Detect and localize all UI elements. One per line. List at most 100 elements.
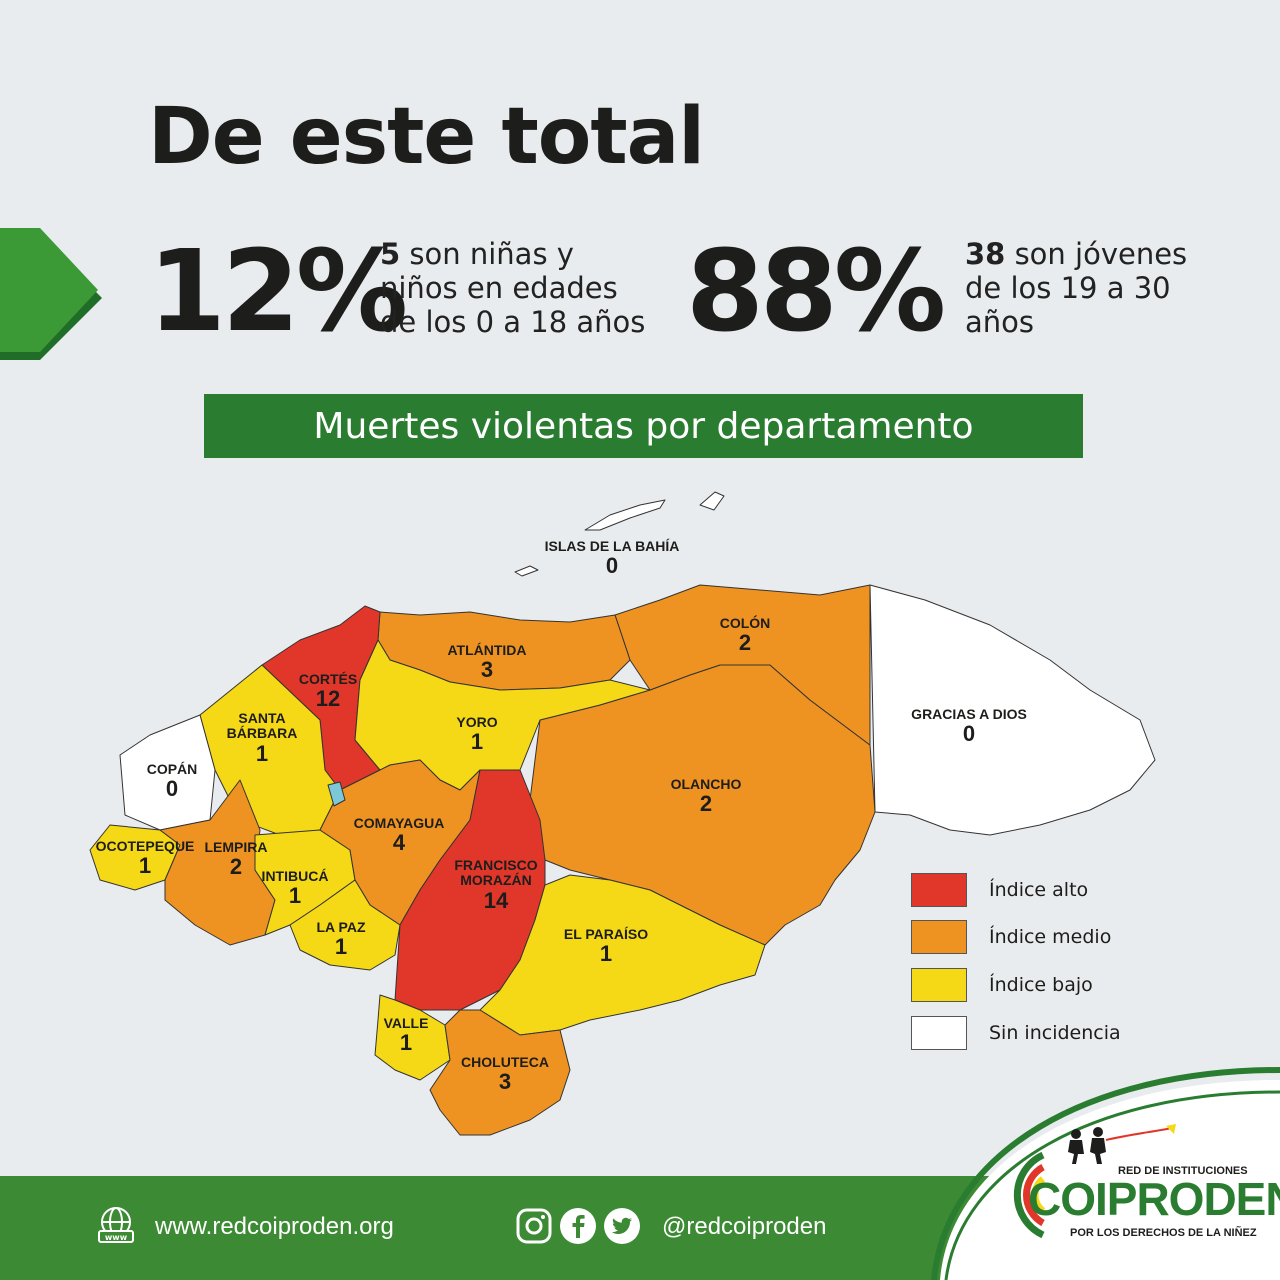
legend-item-low: Índice bajo [911, 968, 1093, 1002]
legend-swatch [911, 968, 967, 1002]
la-paz-shape [289, 879, 401, 971]
svg-text:www: www [105, 1233, 128, 1242]
green-arrow-decoration [0, 228, 102, 360]
map-label-valle: VALLE 1 [383, 1015, 429, 1056]
map-label-gracias-a-dios: GRACIAS A DIOS 0 [911, 706, 1027, 747]
map-label-copan: COPÁN 0 [146, 761, 198, 802]
legend-item-high: Índice alto [911, 873, 1088, 907]
choluteca-shape [429, 1009, 571, 1136]
stat-left-count: 5 [380, 237, 401, 271]
dept-value: 3 [480, 657, 494, 683]
dept-name: YORO [456, 714, 498, 730]
dept-name: INTIBUCÁ [261, 868, 329, 884]
legend-label: Sin incidencia [989, 1022, 1121, 1044]
map-label-atlantida: ATLÁNTIDA 3 [447, 642, 527, 683]
dept-value: 1 [399, 1030, 413, 1056]
dept-value: 4 [392, 830, 406, 856]
dept-name: COPÁN [146, 761, 198, 777]
copan-shape [119, 714, 216, 831]
islas-de-la-bahia-shape [584, 499, 666, 531]
map-label-lempira: LEMPIRA 2 [204, 839, 268, 880]
dept-value: 2 [738, 630, 752, 656]
dept-value: 0 [962, 721, 976, 747]
dept-value: 1 [288, 883, 302, 909]
stat-right-description: 38 son jóvenes de los 19 a 30 años [965, 237, 1195, 339]
stat-right-percent: 88% [686, 227, 946, 357]
map-label-intibuca: INTIBUCÁ 1 [261, 868, 329, 909]
dept-name: LA PAZ [316, 919, 366, 935]
dept-name: SANTA BÁRBARA [226, 710, 298, 742]
dept-name: COLÓN [719, 615, 771, 631]
legend-swatch [911, 1016, 967, 1050]
logo-badge-background [931, 1067, 1280, 1280]
logo-top-text: RED DE INSTITUCIONES [1118, 1165, 1248, 1177]
dept-value: 1 [334, 934, 348, 960]
logo-tagline: POR LOS DERECHOS DE LA NIÑEZ [1070, 1227, 1257, 1239]
stat-right-text: son jóvenes de los 19 a 30 años [965, 237, 1188, 339]
section-banner: Muertes violentas por departamento [204, 394, 1083, 458]
legend-swatch [911, 920, 967, 954]
dept-value: 1 [138, 853, 152, 879]
dept-value: 1 [470, 729, 484, 755]
map-label-ocotepeque: OCOTEPEQUE 1 [95, 838, 195, 879]
logo-wordmark: COIPRODEN [1028, 1173, 1280, 1225]
el-paraiso-shape [479, 874, 766, 1036]
twitter-icon[interactable] [603, 1207, 641, 1245]
dept-name: CHOLUTECA [461, 1054, 549, 1070]
dept-value: 12 [315, 686, 341, 712]
legend-swatch [911, 873, 967, 907]
dept-name: GRACIAS A DIOS [911, 706, 1027, 722]
map-label-yoro: YORO 1 [456, 714, 498, 755]
legend-item-none: Sin incidencia [911, 1016, 1121, 1050]
legend-item-medium: Índice medio [911, 920, 1111, 954]
colon-shape [614, 584, 871, 746]
legend-label: Índice medio [989, 926, 1112, 948]
gracias-a-dios-shape [869, 584, 1156, 836]
website-link[interactable]: www.redcoiproden.org [155, 1213, 394, 1240]
map-label-choluteca: CHOLUTECA 3 [461, 1054, 549, 1095]
honduras-map [89, 491, 1156, 1136]
legend-label: Índice bajo [989, 974, 1093, 996]
dept-name: OLANCHO [670, 776, 742, 792]
map-label-colon: COLÓN 2 [719, 615, 771, 656]
map-label-la-paz: LA PAZ 1 [316, 919, 366, 960]
dept-value: 1 [599, 941, 613, 967]
instagram-icon[interactable] [516, 1208, 552, 1244]
map-label-comayagua: COMAYAGUA 4 [353, 815, 445, 856]
dept-name: CORTÉS [298, 671, 358, 687]
facebook-icon[interactable] [559, 1207, 597, 1245]
stat-left-description: 5 son niñas y niños en edades de los 0 a… [380, 237, 650, 339]
dept-name: VALLE [383, 1015, 429, 1031]
coiproden-logo-arcs [1013, 1151, 1046, 1239]
stat-left-text: son niñas y niños en edades de los 0 a 1… [380, 237, 646, 339]
dept-name: EL PARAÍSO [563, 926, 649, 942]
dept-value: 14 [483, 887, 509, 913]
dept-name: ISLAS DE LA BAHÍA [544, 538, 680, 554]
dept-name: ATLÁNTIDA [447, 642, 527, 658]
francisco-morazan-shape [394, 769, 546, 1011]
dept-name: COMAYAGUA [353, 815, 445, 831]
children-kite-icon [1068, 1124, 1176, 1164]
social-handle-link[interactable]: @redcoiproden [662, 1213, 827, 1240]
lake-yojoa-shape [327, 781, 346, 807]
stat-left-percent: 12% [148, 227, 408, 357]
dept-value: 0 [605, 553, 619, 579]
dept-name: FRANCISCO MORAZÁN [454, 857, 538, 889]
map-label-olancho: OLANCHO 2 [670, 776, 742, 817]
dept-value: 1 [255, 740, 269, 766]
map-label-cortes: CORTÉS 12 [298, 671, 358, 712]
map-label-islas-de-la-bahia: ISLAS DE LA BAHÍA 0 [544, 538, 680, 579]
stat-right-count: 38 [965, 237, 1006, 271]
map-label-francisco-morazan: FRANCISCO MORAZÁN 14 [446, 857, 546, 913]
dept-name: LEMPIRA [204, 839, 268, 855]
legend-label: Índice alto [989, 879, 1089, 901]
page-title: De este total [148, 92, 705, 182]
valle-shape [374, 994, 451, 1081]
map-label-el-paraiso: EL PARAÍSO 1 [563, 926, 649, 967]
map-label-santa-barbara: SANTA BÁRBARA 1 [222, 710, 302, 766]
dept-value: 3 [498, 1069, 512, 1095]
dept-value: 2 [699, 791, 713, 817]
www-globe-icon: www [98, 1207, 134, 1243]
dept-name: OCOTEPEQUE [95, 838, 195, 854]
dept-value: 0 [165, 776, 179, 802]
